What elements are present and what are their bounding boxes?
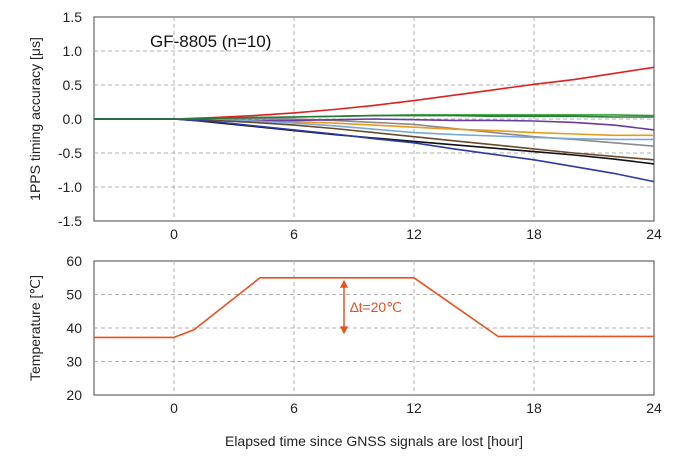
chart-title: GF-8805 (n=10) — [150, 32, 271, 51]
top-y-tick-label: 0.0 — [63, 111, 83, 127]
top-series-group — [94, 66, 655, 183]
top-y-tick-label: 1.5 — [63, 9, 83, 25]
top-x-tick-labels: 0 6 12 18 24 — [170, 226, 662, 242]
top-x-tick-label: 12 — [406, 226, 422, 242]
bottom-series-line-1 — [94, 276, 654, 339]
bottom-x-tick-label: 24 — [646, 400, 662, 416]
top-series-line-10 — [94, 114, 654, 120]
bottom-y-tick-labels: 60 50 40 30 20 — [66, 253, 82, 403]
bottom-x-tick-labels: 0 6 12 18 24 — [170, 400, 662, 416]
bottom-y-axis-label: Temperature [℃] — [27, 275, 43, 381]
delta-t-annotation: ∆t=20℃ — [340, 279, 402, 335]
bottom-x-tick-label: 0 — [170, 400, 178, 416]
bottom-y-tick-label: 40 — [66, 320, 82, 336]
bottom-x-tick-label: 12 — [406, 400, 422, 416]
bottom-x-tick-label: 6 — [290, 400, 298, 416]
bottom-series-group — [94, 276, 654, 339]
top-x-tick-label: 18 — [526, 226, 542, 242]
bottom-chart-panel: ∆t=20℃ 60 50 40 30 20 0 6 12 18 24 Temperature [… — [27, 253, 662, 449]
top-x-tick-label: 24 — [646, 226, 662, 242]
top-series-line-9 — [94, 118, 655, 183]
top-y-tick-label: 0.5 — [63, 77, 83, 93]
x-axis-label: Elapsed time since GNSS signals are lost… — [225, 433, 523, 449]
top-x-tick-label: 0 — [170, 226, 178, 242]
bottom-grid — [94, 261, 654, 395]
top-y-axis-label: 1PPS timing accuracy [μs] — [27, 37, 43, 201]
top-y-tick-label: -1.5 — [58, 213, 82, 229]
bottom-y-tick-label: 30 — [66, 354, 82, 370]
annotation-arrow-down-head — [340, 326, 348, 335]
top-x-tick-label: 6 — [290, 226, 298, 242]
annotation-arrow-up-head — [340, 279, 348, 288]
annotation-text: ∆t=20℃ — [350, 299, 402, 315]
top-chart-panel: 1.5 1.0 0.5 0.0 -0.5 -1.0 -1.5 0 6 12 18 24 GF-880… — [27, 9, 662, 242]
top-series-line-1 — [94, 66, 655, 120]
bottom-x-tick-label: 18 — [526, 400, 542, 416]
bottom-y-tick-label: 20 — [66, 387, 82, 403]
bottom-y-tick-label: 50 — [66, 287, 82, 303]
bottom-y-tick-label: 60 — [66, 253, 82, 269]
top-y-tick-labels: 1.5 1.0 0.5 0.0 -0.5 -1.0 -1.5 — [58, 9, 82, 229]
top-y-tick-label: -0.5 — [58, 145, 82, 161]
top-y-tick-label: -1.0 — [58, 179, 82, 195]
top-y-tick-label: 1.0 — [63, 43, 83, 59]
